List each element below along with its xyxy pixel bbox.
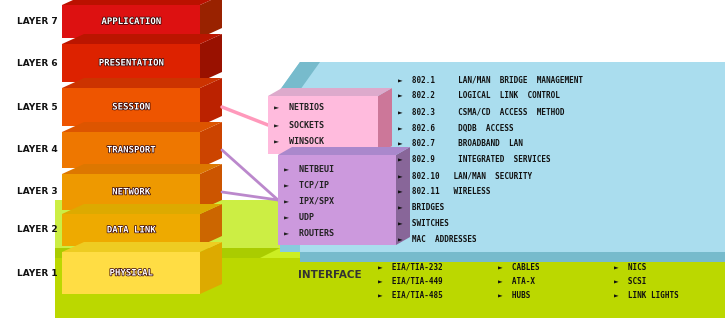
- Polygon shape: [62, 0, 222, 5]
- Polygon shape: [55, 248, 280, 258]
- Text: LAYER 7: LAYER 7: [17, 17, 58, 26]
- Text: ►  802.11   WIRELESS: ► 802.11 WIRELESS: [398, 188, 491, 197]
- Polygon shape: [200, 204, 222, 246]
- Polygon shape: [62, 252, 200, 294]
- Text: ►  SOCKETS: ► SOCKETS: [274, 121, 324, 129]
- Text: ►  802.7     BROADBAND  LAN: ► 802.7 BROADBAND LAN: [398, 140, 523, 149]
- Text: ►  UDP: ► UDP: [284, 212, 314, 222]
- Text: ►  802.10   LAN/MAN  SECURITY: ► 802.10 LAN/MAN SECURITY: [398, 171, 532, 181]
- Text: ►  ATA-X: ► ATA-X: [498, 276, 535, 286]
- Polygon shape: [62, 88, 200, 126]
- Text: ►  IPX/SPX: ► IPX/SPX: [284, 197, 334, 205]
- Text: INTERFACE: INTERFACE: [298, 270, 362, 280]
- Polygon shape: [300, 62, 725, 252]
- Text: LAYER 2: LAYER 2: [17, 225, 58, 234]
- Text: ►  SWITCHES: ► SWITCHES: [398, 219, 449, 229]
- Text: ►  ROUTERS: ► ROUTERS: [284, 229, 334, 238]
- Polygon shape: [62, 214, 200, 246]
- Polygon shape: [62, 44, 200, 82]
- Polygon shape: [378, 88, 392, 154]
- Text: ►  802.9     INTEGRATED  SERVICES: ► 802.9 INTEGRATED SERVICES: [398, 156, 550, 164]
- Polygon shape: [62, 122, 222, 132]
- Polygon shape: [62, 132, 200, 168]
- Text: ►  EIA/TIA-449: ► EIA/TIA-449: [378, 276, 443, 286]
- Text: ►  NICS: ► NICS: [614, 262, 647, 272]
- Polygon shape: [200, 164, 222, 210]
- Text: NETWORK: NETWORK: [112, 188, 150, 197]
- Polygon shape: [280, 62, 320, 90]
- Polygon shape: [278, 155, 396, 245]
- Polygon shape: [62, 242, 222, 252]
- Polygon shape: [280, 62, 300, 252]
- Text: LAYER 3: LAYER 3: [17, 188, 58, 197]
- Polygon shape: [62, 174, 200, 210]
- Text: ►  NETBIOS: ► NETBIOS: [274, 103, 324, 113]
- Polygon shape: [62, 5, 200, 38]
- Text: ►  BRIDGES: ► BRIDGES: [398, 204, 444, 212]
- Polygon shape: [200, 122, 222, 168]
- Text: APPLICATION: APPLICATION: [102, 17, 160, 26]
- Polygon shape: [55, 200, 280, 248]
- Text: ►  SCSI: ► SCSI: [614, 276, 647, 286]
- Polygon shape: [278, 147, 410, 155]
- Polygon shape: [55, 258, 725, 318]
- Text: LAYER 5: LAYER 5: [17, 102, 58, 112]
- Polygon shape: [62, 34, 222, 44]
- Text: PRESENTATION: PRESENTATION: [99, 59, 163, 67]
- Text: ►  HUBS: ► HUBS: [498, 291, 531, 300]
- Polygon shape: [200, 242, 222, 294]
- Text: ►  EIA/TIA-485: ► EIA/TIA-485: [378, 291, 443, 300]
- Polygon shape: [268, 96, 378, 154]
- Polygon shape: [200, 34, 222, 82]
- Text: ►  802.1     LAN/MAN  BRIDGE  MANAGEMENT: ► 802.1 LAN/MAN BRIDGE MANAGEMENT: [398, 75, 583, 85]
- Text: ►  TCP/IP: ► TCP/IP: [284, 181, 329, 190]
- Polygon shape: [62, 164, 222, 174]
- Text: ►  EIA/TIA-232: ► EIA/TIA-232: [378, 262, 443, 272]
- Text: ►  802.2     LOGICAL  LINK  CONTROL: ► 802.2 LOGICAL LINK CONTROL: [398, 92, 560, 100]
- Text: DATA LINK: DATA LINK: [107, 225, 155, 234]
- Text: ►  802.6     DQDB  ACCESS: ► 802.6 DQDB ACCESS: [398, 123, 513, 133]
- Polygon shape: [55, 248, 725, 258]
- Text: ►  MAC  ADDRESSES: ► MAC ADDRESSES: [398, 236, 476, 245]
- Text: LAYER 6: LAYER 6: [17, 59, 58, 67]
- Polygon shape: [62, 78, 222, 88]
- Polygon shape: [200, 0, 222, 38]
- Polygon shape: [62, 204, 222, 214]
- Text: ►  NETBEUI: ► NETBEUI: [284, 164, 334, 174]
- Text: PHYSICAL: PHYSICAL: [109, 268, 152, 278]
- Text: LAYER 4: LAYER 4: [17, 146, 58, 155]
- Text: LAYER 1: LAYER 1: [17, 268, 58, 278]
- Polygon shape: [200, 78, 222, 126]
- Text: SESSION: SESSION: [112, 102, 150, 112]
- Text: TRANSPORT: TRANSPORT: [107, 146, 155, 155]
- Text: ►  LINK LIGHTS: ► LINK LIGHTS: [614, 291, 679, 300]
- Polygon shape: [268, 88, 392, 96]
- Text: ►  CABLES: ► CABLES: [498, 262, 539, 272]
- Text: ►  WINSOCK: ► WINSOCK: [274, 137, 324, 147]
- Text: ►  802.3     CSMA/CD  ACCESS  METHOD: ► 802.3 CSMA/CD ACCESS METHOD: [398, 107, 565, 116]
- Polygon shape: [300, 252, 725, 262]
- Polygon shape: [396, 147, 410, 245]
